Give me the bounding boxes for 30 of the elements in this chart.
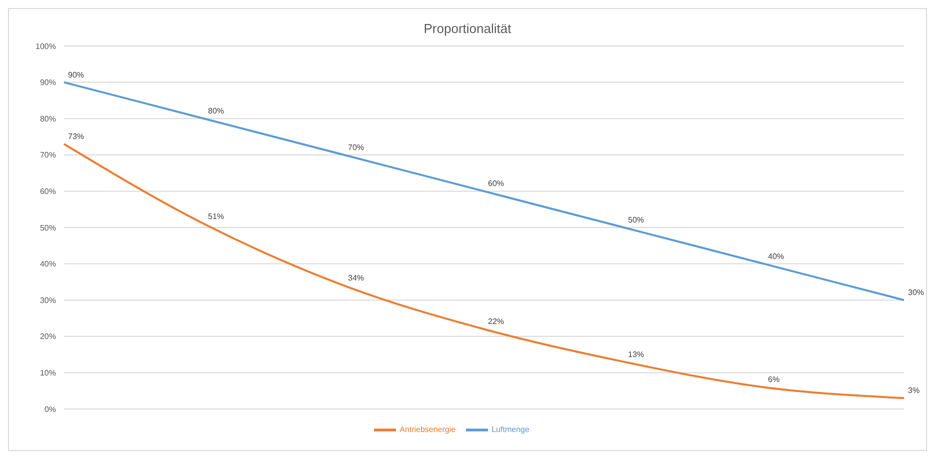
data-label: 34%: [348, 274, 364, 283]
y-tick-label: 60%: [40, 187, 56, 196]
y-tick-label: 50%: [40, 223, 56, 232]
y-tick-label: 0%: [44, 404, 56, 414]
data-label: 30%: [908, 288, 924, 298]
data-label: 3%: [908, 386, 920, 396]
line-series: [63, 143, 905, 400]
data-label: 70%: [348, 142, 364, 152]
data-label: 22%: [488, 317, 504, 326]
y-tick-label: 100%: [36, 42, 56, 51]
legend-label: Antriebsenergie: [400, 425, 456, 434]
chart-title: Proportionalität: [422, 21, 512, 36]
data-label: 73%: [68, 132, 84, 142]
data-label: 80%: [208, 106, 224, 116]
data-label: 50%: [628, 216, 644, 224]
line-series: [63, 81, 905, 302]
data-label: 13%: [628, 350, 644, 359]
data-label: 90%: [68, 70, 84, 80]
data-label: 40%: [768, 252, 784, 261]
y-tick-label: 80%: [40, 114, 56, 124]
data-label: 51%: [208, 212, 224, 221]
y-tick-label: 70%: [40, 150, 56, 160]
legend-label: Luftmenge: [492, 425, 530, 434]
y-tick-label: 30%: [40, 296, 56, 305]
y-tick-label: 90%: [40, 78, 56, 88]
y-tick-label: 10%: [40, 368, 56, 378]
y-tick-label: 20%: [40, 332, 56, 342]
y-tick-label: 40%: [40, 260, 56, 269]
data-label: 60%: [488, 179, 504, 188]
data-label: 6%: [768, 375, 780, 384]
